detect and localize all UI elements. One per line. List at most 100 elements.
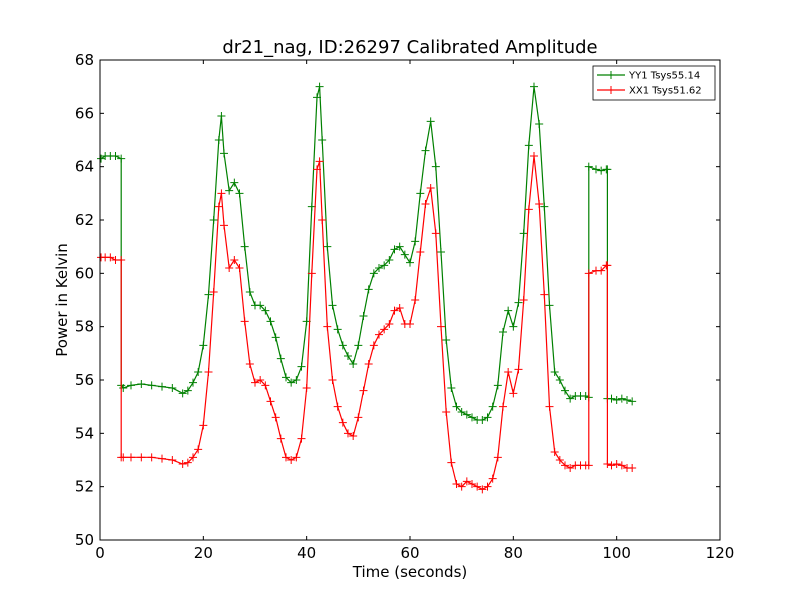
data-point <box>540 290 549 299</box>
data-point <box>235 189 244 198</box>
data-point <box>230 178 239 187</box>
y-tick-label: 52 <box>75 478 94 496</box>
data-point <box>607 461 616 470</box>
y-tick-label: 60 <box>75 264 94 282</box>
data-point <box>147 381 156 390</box>
data-point <box>194 445 203 454</box>
data-point <box>385 256 394 264</box>
data-point <box>354 341 363 350</box>
data-point <box>447 458 456 467</box>
data-point <box>119 453 128 462</box>
data-point <box>137 380 146 388</box>
series-line <box>100 86 633 421</box>
data-point <box>323 322 332 331</box>
data-point <box>266 397 275 406</box>
data-point <box>178 460 187 468</box>
data-point <box>214 136 223 144</box>
legend-box <box>592 65 716 101</box>
data-point <box>217 112 226 120</box>
data-point <box>452 480 461 488</box>
data-point <box>504 306 513 315</box>
data-point <box>328 376 337 384</box>
data-point <box>158 382 166 391</box>
data-point <box>328 301 337 310</box>
data-point <box>628 397 637 406</box>
data-point <box>261 306 270 315</box>
data-point <box>617 394 626 403</box>
data-point <box>468 413 476 422</box>
data-point <box>204 368 213 376</box>
data-point <box>603 460 612 468</box>
data-point <box>364 360 373 368</box>
y-tick-label: 50 <box>75 531 94 549</box>
y-tick-label: 58 <box>75 318 94 336</box>
data-point <box>333 325 342 334</box>
data-point <box>127 453 135 462</box>
data-point <box>359 312 368 320</box>
data-point <box>535 120 544 128</box>
data-point <box>493 453 502 462</box>
data-point <box>566 464 575 472</box>
data-point <box>504 368 513 376</box>
data-point <box>349 432 358 440</box>
data-point <box>617 461 626 470</box>
data-point <box>380 261 389 270</box>
data-point <box>183 458 192 467</box>
data-point <box>199 421 208 430</box>
data-point <box>261 381 270 390</box>
data-point <box>442 336 451 344</box>
data-point <box>338 418 347 427</box>
x-tick-label: 100 <box>602 544 631 562</box>
data-point <box>612 396 621 404</box>
data-point <box>400 250 409 259</box>
data-point <box>313 165 321 174</box>
data-point <box>535 200 544 208</box>
data-point <box>251 378 259 387</box>
data-point <box>540 202 549 211</box>
data-point <box>119 384 128 392</box>
data-point <box>603 165 612 174</box>
x-axis-label: Time (seconds) <box>352 563 468 581</box>
data-point <box>431 229 440 238</box>
data-point <box>158 454 166 463</box>
data-point <box>437 248 445 256</box>
data-point <box>189 453 197 462</box>
data-point <box>457 408 466 416</box>
series-line <box>101 155 633 490</box>
data-point <box>493 381 502 390</box>
data-point <box>457 482 466 491</box>
data-point <box>462 477 471 486</box>
data-point <box>292 376 301 384</box>
data-point <box>437 322 445 331</box>
data-point <box>307 202 316 211</box>
data-point <box>111 152 120 160</box>
data-point <box>338 341 347 350</box>
chart-title: dr21_nag, ID:26297 Calibrated Amplitude <box>222 37 597 58</box>
data-point <box>240 317 249 326</box>
data-point <box>561 386 569 395</box>
data-point <box>519 296 528 304</box>
data-point <box>375 264 383 272</box>
data-point <box>584 461 593 470</box>
y-tick-label: 62 <box>75 211 94 229</box>
data-point <box>545 402 554 411</box>
data-point <box>235 264 244 272</box>
data-point <box>225 264 234 272</box>
data-point <box>209 288 218 296</box>
data-point <box>597 266 606 275</box>
data-point <box>183 386 192 395</box>
data-point <box>313 93 321 102</box>
data-point <box>584 269 593 278</box>
data-point <box>344 429 352 438</box>
data-point <box>240 242 249 251</box>
x-tick-label: 60 <box>400 544 419 562</box>
data-point <box>297 434 306 443</box>
data-point <box>307 269 316 278</box>
data-point <box>117 154 126 163</box>
data-point <box>230 256 239 264</box>
y-tick-label: 64 <box>75 158 94 176</box>
data-point <box>217 189 226 198</box>
data-point <box>178 389 187 398</box>
data-point <box>530 82 538 91</box>
